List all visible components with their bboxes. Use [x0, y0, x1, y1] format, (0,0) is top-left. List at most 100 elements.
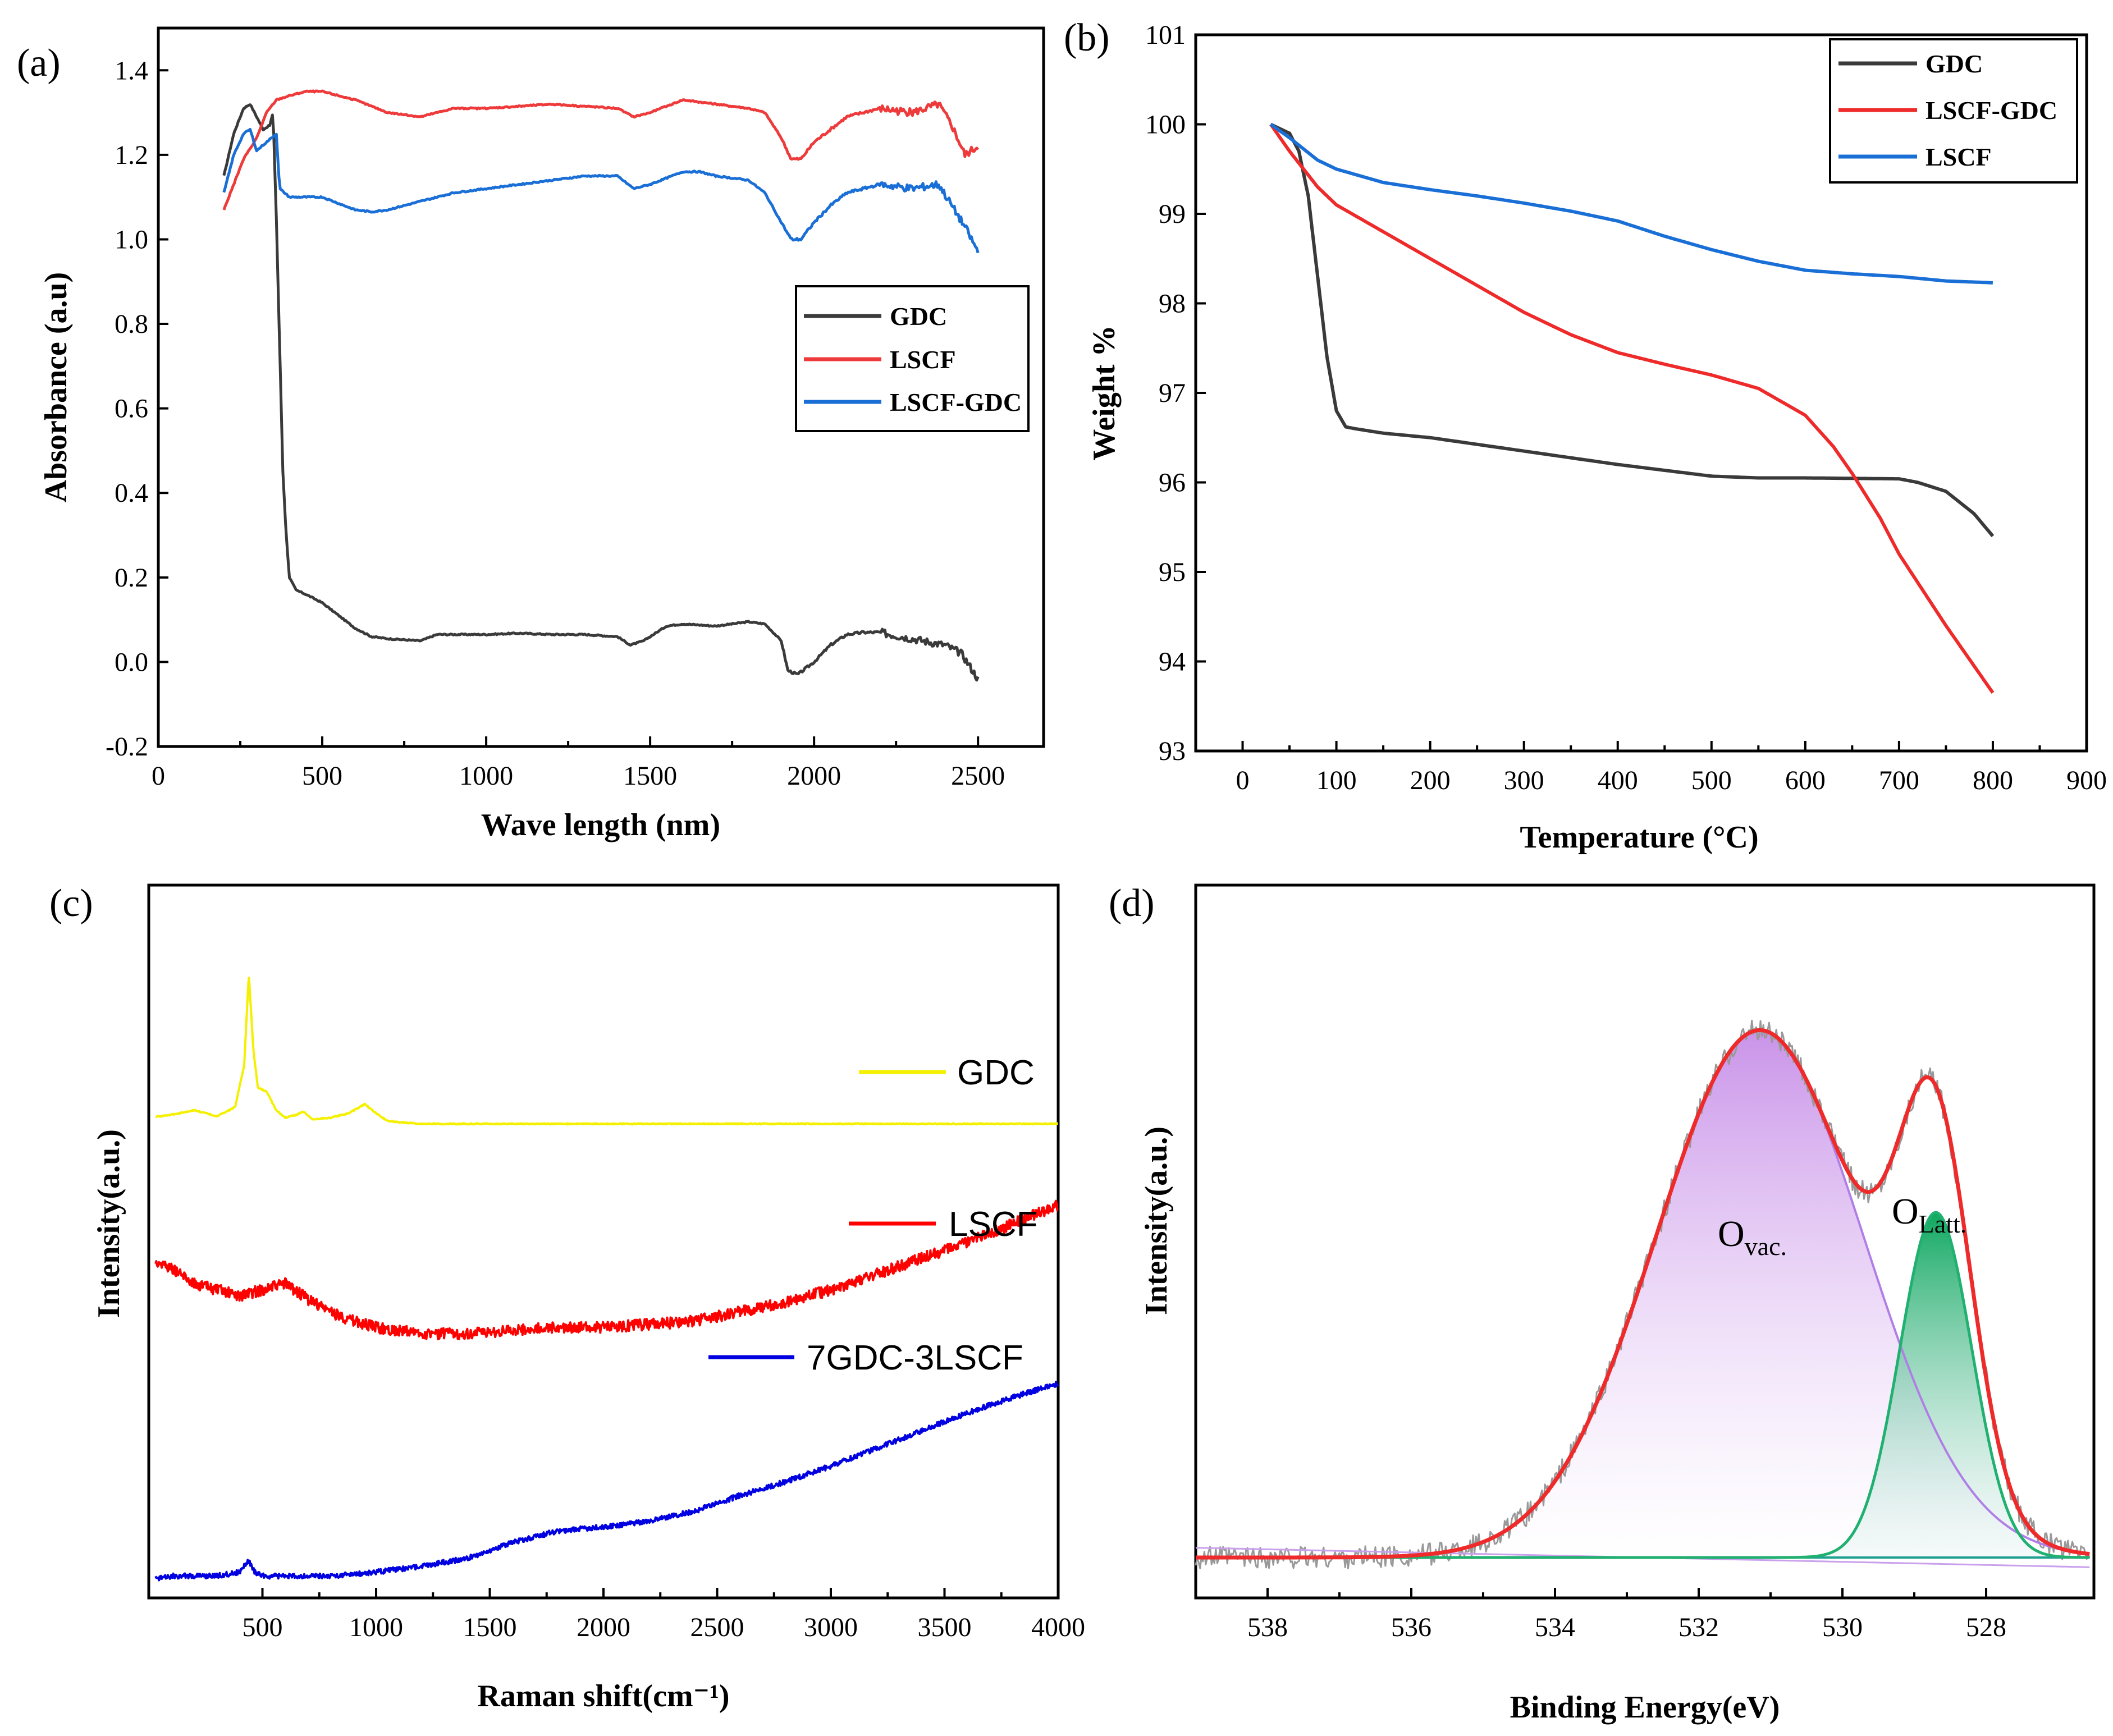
y-tick-label-0-2: 0.2	[115, 563, 148, 593]
x-tick-label-500: 500	[243, 1613, 283, 1642]
panel-d-xlabel: Binding Energy(eV)	[1510, 1690, 1780, 1725]
x-tick-label-500: 500	[302, 761, 342, 791]
panel-b: (b) 0 100 200 300 400 500 600 700 800 900 93 94 95 96…	[1064, 16, 2107, 855]
y-tick-label-101: 101	[1145, 20, 1186, 50]
y-tick-label-96: 96	[1159, 468, 1186, 498]
x-tick-label-800: 800	[1973, 766, 2013, 795]
panel-b-ticks: 0 100 200 300 400 500 600 700 800 900 93 94 95 96 97 98…	[1145, 20, 2107, 795]
x-tick-label-0: 0	[1236, 766, 1250, 795]
x-tick-label-530: 530	[1822, 1613, 1863, 1642]
x-tick-label-2000: 2000	[787, 761, 841, 791]
y-tick-label-1: 1.0	[115, 225, 148, 254]
x-tick-label-532: 532	[1678, 1613, 1719, 1642]
x-tick-label-0: 0	[152, 761, 165, 791]
x-tick-label-1000: 1000	[349, 1613, 403, 1642]
panel-d-label: (d)	[1109, 882, 1155, 925]
series-line-lscf-gdc	[1269, 123, 1995, 694]
o-vac-peak-fill	[1196, 1030, 2090, 1558]
x-tick-label-100: 100	[1316, 766, 1357, 795]
x-tick-label-538: 538	[1247, 1613, 1288, 1642]
panel-c-series	[154, 977, 1059, 1582]
panel-d-series	[1195, 1019, 2091, 1569]
annotation-o-latt: OLatt.	[1892, 1191, 1966, 1238]
panel-c-xlabel: Raman shift(cm⁻¹)	[477, 1679, 729, 1714]
x-tick-label-900: 900	[2066, 766, 2107, 795]
panel-a-ylabel: Absorbance (a.u)	[39, 272, 74, 503]
panel-d-ticks: 538 536 534 532 530 528	[1247, 1588, 2006, 1642]
panel-c-ylabel: Intensity(a.u.)	[92, 1129, 126, 1318]
y-tick-label-0-2: -0.2	[106, 732, 148, 762]
panel-c-plot-frame	[147, 883, 1060, 1600]
series-line-gdc	[155, 977, 1059, 1126]
panel-b-series	[1269, 122, 1995, 694]
panel-a-xlabel: Wave length (nm)	[481, 808, 720, 842]
panel-b-xlabel: Temperature (°C)	[1520, 820, 1758, 855]
legend-label-gdc: GDC	[890, 302, 947, 331]
x-tick-label-2000: 2000	[577, 1613, 630, 1642]
series-line-lscf	[1269, 123, 1993, 285]
y-tick-label-0-4: 0.4	[115, 478, 148, 508]
panel-a-ticks: 0 500 1000 1500 2000 2500 -0.2 0.0 0.2 0.4 0.6 0.8 1…	[106, 56, 1005, 791]
panel-c: (c) 500 1000 1500 2000 2500 3000 3500 4000 Rama…	[49, 882, 1085, 1714]
legend-label-gdc: GDC	[1926, 49, 1983, 78]
panel-a: (a) 0 500 1000 1500 2000 2500 -0.2 0.0 0.2 0.4 0.6…	[17, 26, 1045, 842]
y-tick-label-1-4: 1.4	[115, 56, 148, 85]
panel-c-legend: GDC LSCF 7GDC-3LSCF	[708, 1053, 1037, 1377]
y-tick-label-0: 0.0	[115, 647, 148, 677]
annotation-o-vac: Ovac.	[1718, 1213, 1787, 1261]
panel-d-fills	[1196, 1030, 2090, 1558]
x-tick-label-1000: 1000	[459, 761, 513, 791]
panel-a-label: (a)	[17, 42, 61, 85]
x-tick-label-1500: 1500	[623, 761, 677, 791]
x-tick-label-528: 528	[1966, 1613, 2006, 1642]
panel-a-series	[222, 89, 980, 682]
x-tick-label-3000: 3000	[804, 1613, 858, 1642]
x-tick-label-2500: 2500	[690, 1613, 744, 1642]
y-tick-label-93: 93	[1159, 736, 1186, 766]
y-tick-label-98: 98	[1159, 289, 1186, 319]
series-line-lscf	[222, 89, 980, 210]
panel-c-ticks: 500 1000 1500 2000 2500 3000 3500 4000	[243, 1588, 1085, 1642]
y-tick-label-0-6: 0.6	[115, 394, 148, 424]
y-tick-label-94: 94	[1159, 647, 1186, 677]
panel-b-legend: GDC LSCF-GDC LSCF	[1829, 38, 2078, 184]
y-tick-label-95: 95	[1159, 557, 1186, 587]
y-tick-label-100: 100	[1145, 110, 1186, 140]
panel-b-ylabel: Weight %	[1087, 325, 1122, 460]
x-tick-label-300: 300	[1504, 766, 1544, 795]
x-tick-label-534: 534	[1535, 1613, 1575, 1642]
panel-a-plot-frame	[157, 26, 1045, 748]
x-tick-label-4000: 4000	[1031, 1613, 1085, 1642]
y-tick-label-97: 97	[1159, 378, 1186, 408]
x-tick-label-400: 400	[1598, 766, 1638, 795]
x-tick-label-500: 500	[1691, 766, 1732, 795]
x-tick-label-3500: 3500	[918, 1613, 972, 1642]
panel-a-legend: GDC LSCF LSCF-GDC	[795, 285, 1030, 432]
legend-label-lscf-gdc: LSCF-GDC	[1926, 96, 2057, 125]
o-latt-peak-fill	[1196, 1212, 2090, 1558]
legend-label-lscf-gdc: LSCF-GDC	[890, 388, 1022, 416]
y-tick-label-0-8: 0.8	[115, 309, 148, 339]
panel-d-ylabel: Intensity(a.u.)	[1139, 1126, 1174, 1315]
legend-label-lscf: LSCF	[949, 1205, 1037, 1244]
x-tick-label-1500: 1500	[463, 1613, 517, 1642]
series-line-gdc	[1270, 122, 1995, 538]
y-tick-label-1-2: 1.2	[115, 140, 148, 170]
legend-label-lscf: LSCF	[890, 345, 956, 374]
panel-c-label: (c)	[49, 882, 93, 925]
x-tick-label-200: 200	[1410, 766, 1451, 795]
panel-b-label: (b)	[1064, 16, 1110, 59]
x-tick-label-536: 536	[1391, 1613, 1431, 1642]
y-tick-label-99: 99	[1159, 199, 1186, 229]
x-tick-label-2500: 2500	[951, 761, 1005, 791]
series-line-gdc	[222, 103, 980, 682]
legend-label-7gdc-3lscf: 7GDC-3LSCF	[807, 1339, 1023, 1377]
series-line-lscf-gdc	[222, 127, 980, 254]
legend-label-gdc: GDC	[957, 1053, 1035, 1092]
series-line-lscf	[154, 1199, 1059, 1340]
panel-d: (d) 538 536 534 532 530 528 Binding Energy(eV…	[1109, 882, 2096, 1725]
series-line-raw-data	[1195, 1019, 2091, 1569]
x-tick-label-600: 600	[1785, 766, 1826, 795]
legend-label-lscf: LSCF	[1926, 143, 1992, 171]
